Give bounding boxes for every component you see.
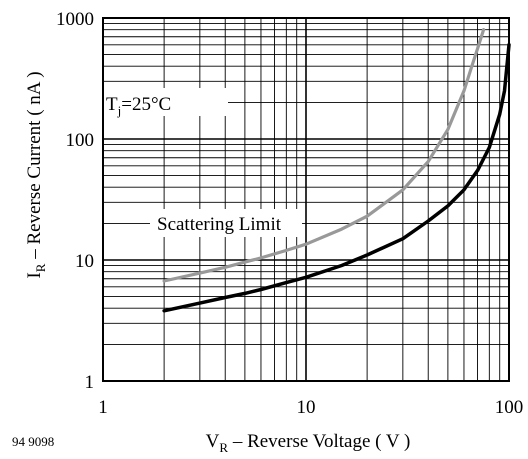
temperature-label-bg xyxy=(102,88,228,116)
x-tick-label: 1 xyxy=(98,397,108,418)
x-tick-label: 10 xyxy=(297,397,316,418)
temperature-label-main: T xyxy=(106,94,118,115)
y-tick-label: 100 xyxy=(66,130,95,151)
y-axis-label-rest: – Reverse Current ( nA ) xyxy=(24,71,45,263)
y-tick-label: 1000 xyxy=(56,9,94,30)
y-axis-label-sub: R xyxy=(33,263,48,272)
grid-lines xyxy=(103,18,509,381)
y-tick-label: 1 xyxy=(85,372,95,393)
x-axis-label: VR – Reverse Voltage ( V ) xyxy=(206,431,411,455)
y-tick-label: 10 xyxy=(75,251,94,272)
x-axis-label-rest: – Reverse Voltage ( V ) xyxy=(228,431,410,452)
figure-id: 94 9098 xyxy=(12,434,54,449)
temperature-label-rest: =25°C xyxy=(121,94,171,115)
tick-labels: 1 10 100 1 10 100 1000 xyxy=(56,9,523,418)
y-axis-label: IR – Reverse Current ( nA ) xyxy=(24,71,48,278)
series-line-2 xyxy=(162,28,486,283)
series-line-1 xyxy=(162,43,511,313)
temperature-label: Tj=25°C xyxy=(106,94,171,118)
data-series xyxy=(162,28,511,313)
plot-frame xyxy=(102,17,510,382)
scattering-label-bg xyxy=(150,209,302,237)
x-axis-label-main: V xyxy=(206,431,220,452)
temperature-label-sub: j xyxy=(117,103,122,118)
y-axis-label-main: I xyxy=(24,272,45,278)
scattering-label: Scattering Limit xyxy=(157,214,282,235)
x-tick-label: 100 xyxy=(495,397,524,418)
x-axis-label-sub: R xyxy=(219,440,228,455)
